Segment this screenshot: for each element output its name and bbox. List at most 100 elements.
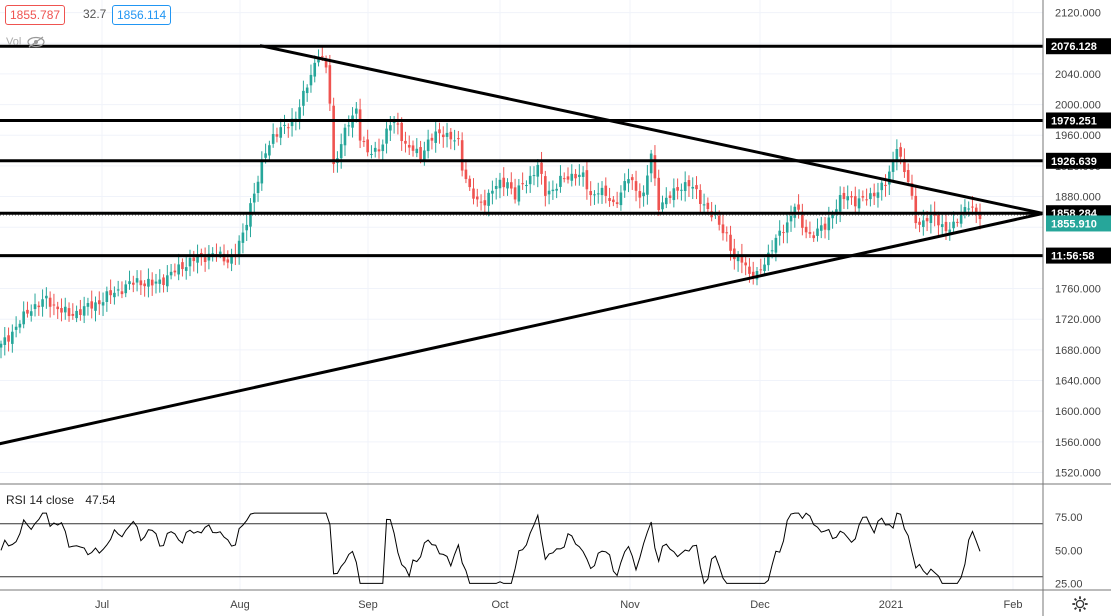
candle-body — [812, 235, 815, 239]
candle-body — [362, 141, 366, 143]
level-price-tag: 2076.128 — [1051, 41, 1097, 53]
candle-body — [453, 140, 456, 142]
gear-icon[interactable] — [1071, 595, 1089, 613]
candle-body — [702, 204, 706, 206]
level-price-tag: 1926.639 — [1051, 156, 1097, 168]
candle-body — [740, 254, 744, 263]
candle-body — [264, 153, 267, 158]
candle-body — [540, 162, 543, 174]
candle-body — [79, 309, 82, 316]
candle-body — [381, 144, 385, 152]
candle-body — [869, 193, 872, 200]
candle-body — [218, 251, 222, 255]
level-price-tag-bg — [1046, 112, 1111, 129]
candle-body — [211, 253, 214, 255]
candle-body — [75, 310, 78, 319]
candle-body — [956, 221, 959, 223]
volume-legend[interactable]: Vol — [6, 36, 46, 48]
candle-body — [475, 196, 479, 200]
candle-body — [298, 107, 301, 119]
candle-body — [358, 109, 362, 141]
candle-body — [196, 255, 199, 263]
candle-body — [872, 192, 876, 197]
candle-body — [203, 257, 207, 262]
candle-body — [861, 196, 865, 198]
countdown-tag: 11:56:58 — [1051, 251, 1094, 263]
candle-body — [279, 127, 283, 138]
candle-body — [585, 170, 589, 190]
candle-body — [18, 323, 22, 328]
candle-body — [48, 297, 52, 307]
y-tick-label: 2000.000 — [1055, 100, 1101, 112]
trendline[interactable] — [0, 211, 1044, 450]
candle-body — [158, 279, 162, 284]
candle-body — [827, 217, 831, 231]
x-tick-label: Dec — [750, 599, 770, 611]
candle-body — [838, 195, 842, 212]
x-tick-label: Aug — [230, 599, 250, 611]
rsi-legend[interactable]: RSI 14 close 47.54 — [6, 493, 115, 507]
candle-body — [355, 108, 358, 114]
candle-body — [922, 220, 925, 227]
eye-off-icon[interactable] — [26, 36, 46, 48]
candle-body — [706, 202, 710, 210]
candle-body — [275, 134, 279, 137]
candle-body — [566, 176, 570, 180]
candle-body — [317, 56, 320, 63]
candle-body — [116, 289, 120, 291]
rsi-label-text: RSI 14 close — [6, 493, 75, 507]
grid-lines — [0, 0, 1043, 590]
candle-body — [649, 153, 653, 174]
trendlines — [0, 44, 1044, 450]
candle-body — [842, 192, 846, 200]
candle-body — [502, 177, 506, 188]
candle-body — [562, 178, 566, 180]
candle-body — [937, 215, 940, 226]
candle-body — [857, 198, 861, 209]
candle-body — [7, 335, 10, 342]
candle-body — [26, 309, 29, 314]
candle-body — [974, 207, 978, 214]
candle-body — [763, 264, 766, 271]
rsi-tick-label: 50.00 — [1055, 545, 1083, 557]
candle-body — [181, 262, 184, 270]
candle-body — [853, 196, 857, 207]
candle-body — [623, 181, 626, 191]
candle-body — [959, 214, 963, 224]
trendline[interactable] — [259, 44, 1044, 215]
candle-body — [823, 223, 827, 230]
candle-body — [392, 121, 396, 123]
candle-body — [910, 183, 914, 196]
candle-body — [313, 62, 317, 77]
candle-body — [676, 187, 679, 191]
bid-price[interactable]: 1855.787 — [5, 5, 66, 25]
candle-body — [532, 175, 536, 177]
candle-body — [944, 221, 948, 232]
candle-body — [302, 90, 305, 106]
candle-body — [850, 196, 853, 198]
candle-body — [884, 184, 887, 187]
candle-body — [778, 230, 781, 236]
candle-body — [589, 191, 592, 196]
candle-body — [804, 226, 808, 233]
candle-body — [952, 221, 955, 229]
candle-body — [494, 185, 498, 189]
candle-body — [56, 306, 59, 310]
candle-body — [816, 228, 819, 236]
candle-body — [101, 302, 105, 306]
candle-body — [249, 203, 252, 227]
candle-body — [876, 192, 880, 198]
y-tick-label: 1520.000 — [1055, 468, 1101, 480]
candle-body — [268, 145, 271, 156]
ask-price[interactable]: 1856.114 — [112, 5, 172, 25]
candle-body — [124, 284, 128, 294]
level-price-tag-bg — [1046, 38, 1111, 55]
candle-body — [721, 224, 725, 234]
candle-body — [510, 182, 513, 189]
rsi-line — [0, 512, 981, 585]
support-resistance-lines — [0, 44, 1043, 258]
candle-body — [207, 253, 211, 261]
candle-body — [608, 198, 611, 202]
candle-body — [230, 254, 233, 264]
